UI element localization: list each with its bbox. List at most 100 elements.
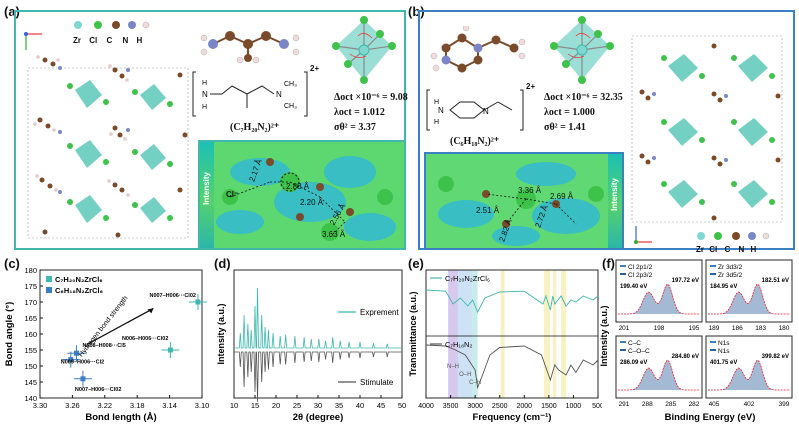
chart-e-ylabel: Transmittance (a.u.) [408, 291, 418, 376]
chart-f-sub-xtick: 180 [779, 325, 790, 332]
chart-f-sub-fit-C [618, 359, 700, 391]
chart-f-sub-peak2: 284.80 eV [672, 354, 699, 360]
panel-a-axes-icon [24, 32, 42, 50]
chart-f-sub-legend2: Zr 3d5/2 [718, 272, 743, 279]
panel-b-legend-cl: Cl [709, 245, 718, 254]
panel-b-letter: (b) [408, 4, 425, 19]
panel-b-legend-n: N [738, 245, 745, 254]
chart-c-ytick-label: 150 [24, 362, 37, 371]
chart-e-band [552, 270, 557, 398]
chart-f-sub-peak2: 399.82 eV [762, 354, 789, 360]
panel-b-crystal-structure [631, 35, 783, 223]
panel-b-legend-atom-balls [697, 232, 770, 240]
panel-a-intensity-label: Intensity [202, 172, 211, 205]
chart-e-band-label: N–H [447, 364, 459, 370]
chart-e-legend-complex: C₇H₂₀N₂ZrCl₆ [445, 274, 490, 283]
chart-d-xtick-label: 40 [356, 401, 364, 410]
chart-d-ylabel: Intensity (a.u.) [216, 303, 226, 364]
panel-b-lambda: λoct = 1.000 [544, 107, 595, 118]
chart-c-ytick-label: 145 [24, 378, 37, 387]
panel-b-sigma: σθ² = 1.41 [544, 122, 586, 133]
panel-b-delta: Δoct ×10⁻⁶ = 32.35 [544, 92, 623, 103]
svg-text:H: H [434, 119, 439, 126]
panel-d-letter: (d) [214, 256, 231, 271]
chart-f-sub-xtick: 291 [619, 401, 630, 408]
chart-e-xtick-label: 4000 [418, 403, 434, 410]
panel-e-letter: (e) [408, 256, 424, 271]
chart-d-xtick-label: 20 [272, 401, 280, 410]
chart-c-ylabel: Bond angle (°) [4, 302, 15, 367]
chart-c-legend-label: C₇H₂₀N₂ZrCl₆ [55, 275, 103, 284]
chart-c-ytick-label: 140 [24, 394, 37, 403]
chart-f-sub-xtick: 195 [689, 325, 700, 332]
chart-f-sub-legend1: Zr 3d3/2 [718, 264, 743, 271]
chart-e-band [457, 270, 473, 398]
chart-f-sub-fill-C [618, 359, 700, 390]
chart-f-sub-fit-Zr [707, 283, 790, 315]
chart-c-ytick-label: 175 [24, 282, 37, 291]
chart-e-band [543, 270, 550, 398]
chart-c-point-label: N008–H008···Cl5 [82, 343, 125, 349]
chart-f-xlabel: Binding Energy (eV) [665, 412, 756, 423]
chart-f-sub-peak1: 401.75 eV [710, 360, 737, 366]
chart-f-sub-peak1: 286.09 eV [620, 360, 647, 366]
panel-a-charge: 2+ [310, 64, 320, 73]
chart-c-ytick-label: 170 [24, 298, 37, 307]
chart-c-xtick-label: 3.30 [33, 401, 48, 410]
chart-f-sub-legend2: N1s [718, 348, 730, 355]
chart-d-xrd: 10 15 20 25 30 35 40 45 50 2θ (degree) Intensity (… [216, 269, 406, 423]
chart-e-band-label: C–H [469, 380, 481, 386]
svg-text:N: N [483, 107, 489, 116]
panel-b-distance-2: 2.51 Å [476, 206, 500, 215]
panel-b-atom-legend: Zr Cl C N H [696, 228, 788, 254]
legend-atom-balls [74, 21, 150, 29]
panel-b-charge: 2+ [526, 82, 536, 91]
chart-e-series-ligand [425, 344, 599, 390]
chart-d-legend-exp: Exprement [360, 308, 399, 317]
chart-f-sub-xtick: 201 [619, 325, 630, 332]
chart-c-point-label: N007–H006···Cl02 [75, 387, 121, 393]
panel-b-legend-zr: Zr [696, 245, 704, 254]
chart-d-series-sim [234, 351, 402, 403]
chart-f-sub-xtick: 282 [689, 401, 700, 408]
legend-c: C [106, 36, 113, 45]
chart-f-ylabel: Intensity (a.u.) [599, 305, 609, 366]
chart-e-xtick-label: 1000 [566, 403, 582, 410]
svg-text:CH₃: CH₃ [284, 103, 297, 110]
legend-atom-labels: Zr Cl C N H [72, 36, 192, 45]
chart-f-sub-xtick: 186 [732, 325, 743, 332]
chart-f-sub-xtick: 402 [744, 401, 755, 408]
panel-a-hirshfeld-inset: Intensity Cl⁻ 2.17 Å 2.88 Å 2.20 Å 2.56 … [198, 140, 406, 250]
chart-d-xtick-label: 45 [377, 401, 385, 410]
chart-c-point [68, 357, 74, 363]
chart-c-point [167, 347, 173, 353]
panel-c-letter: (c) [4, 256, 20, 271]
chart-f-sub-peak1: 184.95 eV [710, 284, 737, 290]
svg-text:N: N [276, 90, 282, 99]
panel-b-hirshfeld-inset: 3.36 Å 2.51 Å 2.69 Å 2.72 Å 2.82 Å Inten… [424, 152, 624, 250]
chart-c-xtick-label: 3.14 [162, 401, 177, 410]
chart-c-trend-arrowhead [147, 308, 154, 314]
chart-d-legend-sim: Stimulate [360, 378, 394, 387]
chart-d-xlabel: 2θ (degree) [293, 412, 344, 423]
chart-f-sub-xtick: 399 [779, 401, 790, 408]
chart-c-point-label: N006–H006···Cl02 [122, 336, 168, 342]
panel-b-cation-model [430, 26, 526, 73]
chart-c-point-label: N007–H006···Cl02 [149, 293, 195, 299]
chart-e-xtick-label: 500 [592, 403, 602, 410]
legend-cl: Cl [89, 36, 98, 45]
chart-e-band [472, 270, 478, 398]
chart-f-xps: Intensity (a.u.) Binding Energy (eV) Cl 2p… [599, 259, 793, 423]
chart-e-band-label: O–H [459, 372, 471, 378]
chart-c-ytick-label: 165 [24, 314, 37, 323]
panel-a-intensity-colorbar: Intensity [200, 142, 214, 248]
chart-d-series-exp [234, 287, 402, 349]
panel-b-legend-atom-labels: Zr Cl C N H [696, 245, 788, 254]
chart-f-sub-xtick: 183 [755, 325, 766, 332]
chart-e-xtick-label: 3500 [443, 403, 459, 410]
panel-b-distance-1: 3.36 Å [518, 186, 542, 195]
panel-b-octahedron [550, 16, 614, 84]
panel-b-hirshfeld-surface [426, 154, 622, 248]
